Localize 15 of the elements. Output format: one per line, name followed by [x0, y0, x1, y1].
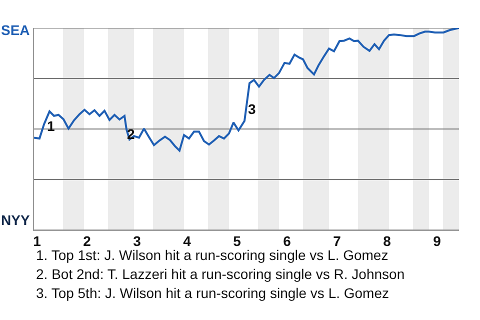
ref-line-label: SEA: [1, 22, 30, 38]
x-tick-label: 4: [183, 232, 192, 249]
x-tick-label: 9: [433, 232, 442, 249]
x-tick-label: 7: [333, 232, 342, 249]
text: 2. Bot 2nd: T. Lazzeri hit a run-scoring single vs R. Johnson: [36, 266, 405, 282]
x-tick-label: 2: [83, 232, 92, 249]
x-tick-label: 6: [283, 232, 292, 249]
text: 1. Top 1st: J. Wilson hit a run-scoring single vs L. Gomez: [36, 247, 388, 263]
annotation: 3: [248, 101, 256, 117]
x-tick-label: 5: [233, 232, 242, 249]
x-tick-label: 1: [33, 232, 42, 249]
text: 3. Top 5th: J. Wilson hit a run-scoring single vs L. Gomez: [36, 285, 390, 301]
x-tick-label: 8: [383, 232, 392, 249]
x-tick-label: 3: [133, 232, 142, 249]
ref-line-label: NYY: [1, 212, 30, 228]
